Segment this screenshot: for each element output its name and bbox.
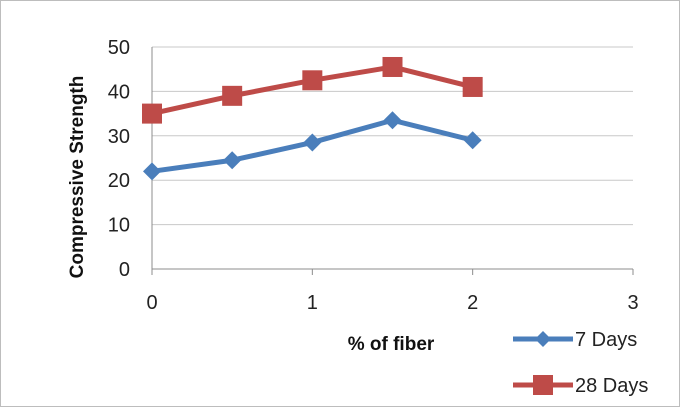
data-point xyxy=(222,85,243,106)
y-tick-label: 50 xyxy=(108,37,130,59)
legend-item: 7 Days xyxy=(513,329,637,351)
series-1 xyxy=(142,56,483,124)
labels: % of fiber Compressive Strength xyxy=(67,76,435,355)
x-tick-label: 2 xyxy=(467,292,478,314)
y-tick-label: 20 xyxy=(108,170,130,192)
data-point xyxy=(142,103,162,124)
y-tick-label: 0 xyxy=(119,259,130,281)
data-point xyxy=(302,70,323,91)
data-point xyxy=(462,76,483,97)
legend-item: 28 Days xyxy=(513,375,648,397)
y-tick-label: 10 xyxy=(108,215,130,237)
legend-label: 28 Days xyxy=(575,375,648,397)
y-tick-label: 40 xyxy=(108,81,130,103)
data-point xyxy=(463,131,482,150)
series-layer xyxy=(142,56,483,181)
y-axis-title: Compressive Strength xyxy=(67,76,88,279)
x-tick-label: 3 xyxy=(627,292,638,314)
axes: 0 10 20 30 40 50 0 1 2 3 xyxy=(108,37,639,314)
legend-swatch-marker xyxy=(535,331,551,347)
data-point xyxy=(382,56,403,77)
data-point xyxy=(143,162,161,181)
data-point xyxy=(383,111,402,130)
legend: 7 Days 28 Days xyxy=(513,329,648,397)
x-tick-label: 1 xyxy=(307,292,318,314)
y-tick-label: 30 xyxy=(108,126,130,148)
data-point xyxy=(303,133,322,152)
x-axis-title: % of fiber xyxy=(348,334,435,355)
series-0 xyxy=(143,111,482,181)
legend-swatch-marker xyxy=(533,375,553,395)
x-tick-label: 0 xyxy=(146,292,157,314)
legend-label: 7 Days xyxy=(575,329,637,351)
data-point xyxy=(223,151,242,170)
